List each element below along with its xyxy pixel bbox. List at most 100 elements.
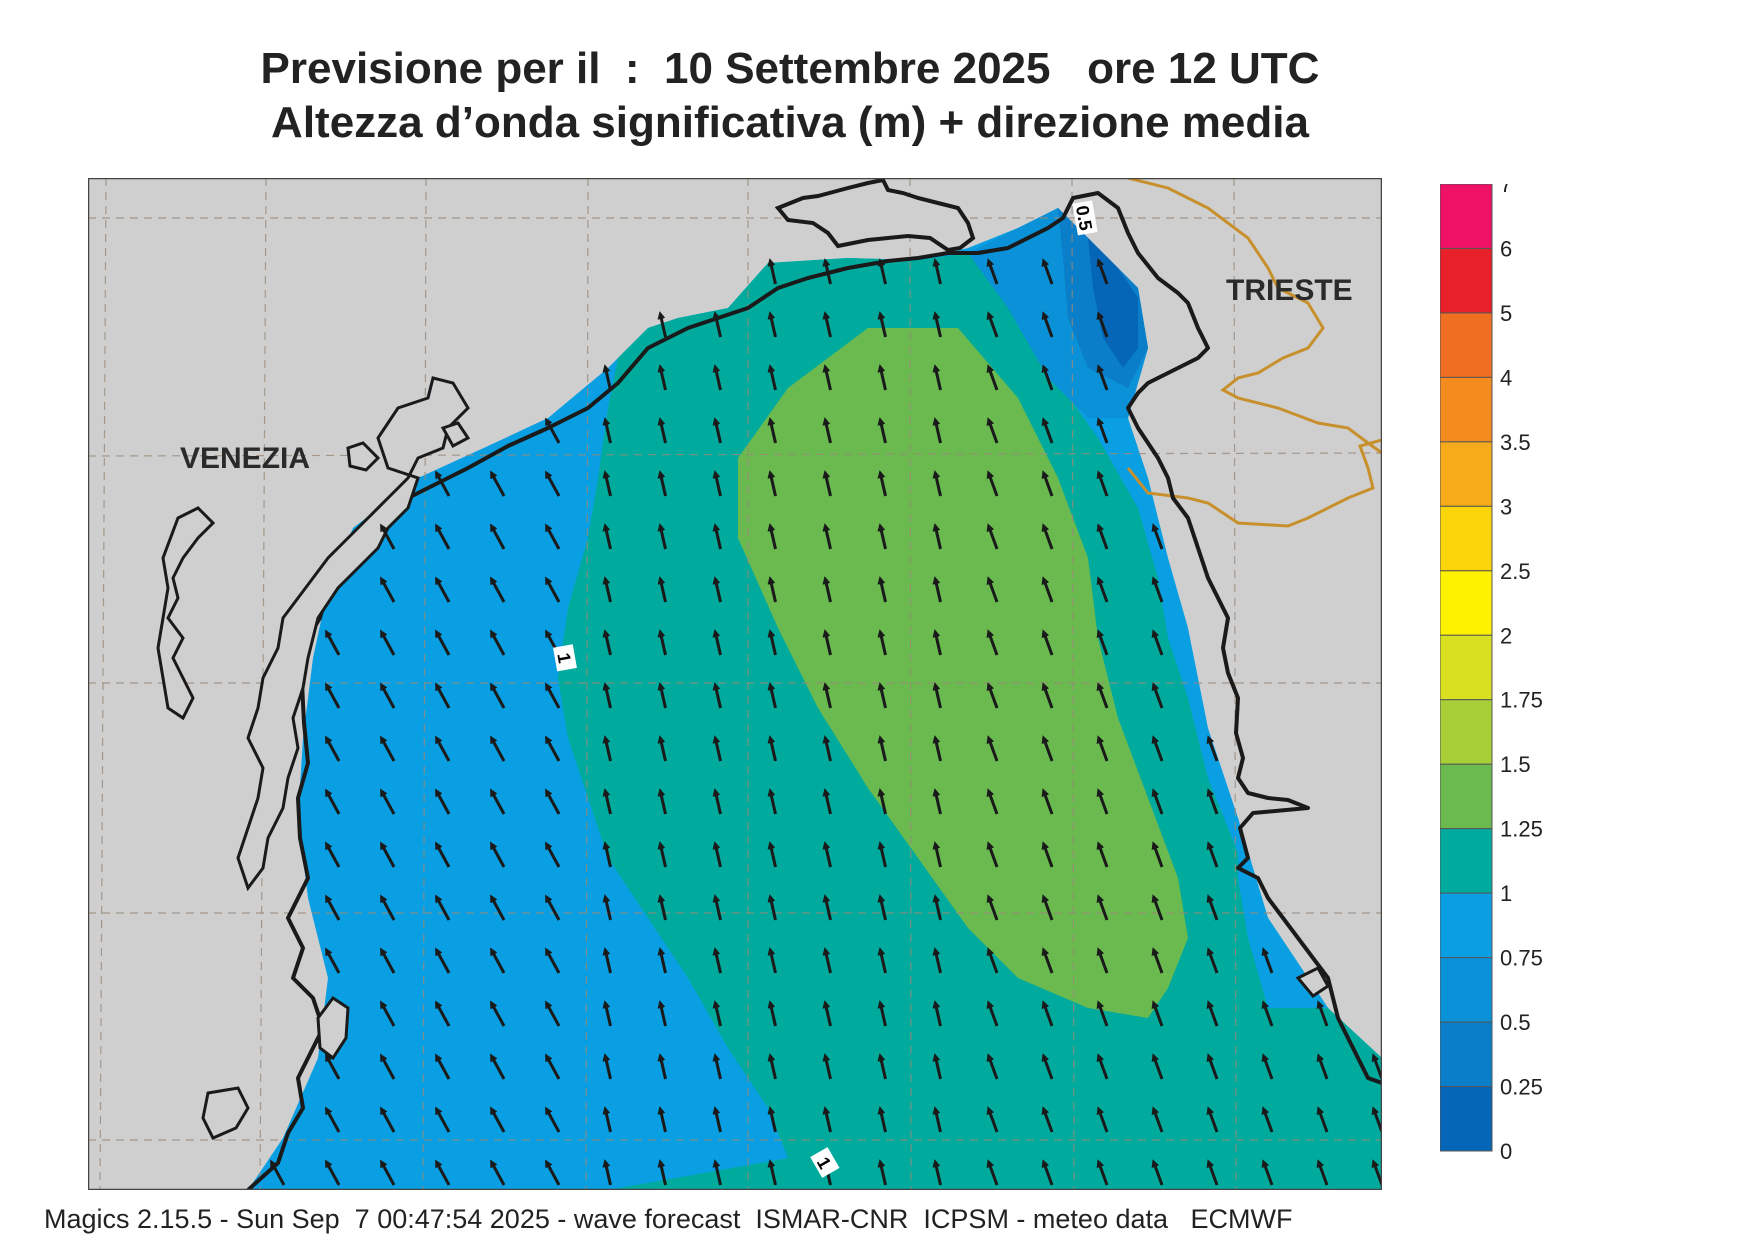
wave-arrow xyxy=(1151,576,1164,603)
wave-arrow xyxy=(545,788,561,815)
wave-arrow xyxy=(602,470,612,497)
city-label-trieste: TRIESTE xyxy=(1226,274,1353,307)
colorbar-tick-label: 2.5 xyxy=(1500,559,1531,584)
wave-arrow xyxy=(932,470,942,497)
wave-arrow xyxy=(877,470,887,497)
wave-arrow xyxy=(380,735,396,762)
title-line-2: Altezza d’onda significativa (m) + direz… xyxy=(271,98,1309,147)
wave-arrow xyxy=(712,364,722,391)
colorbar-band xyxy=(1440,247,1493,314)
wave-arrow xyxy=(1371,1053,1382,1080)
wave-arrow xyxy=(1316,1000,1329,1027)
svg-text:1: 1 xyxy=(553,651,574,664)
wave-arrow xyxy=(435,947,451,974)
wave-arrow xyxy=(325,788,341,815)
wave-arrow xyxy=(1206,1053,1219,1080)
wave-arrow xyxy=(657,311,667,338)
wave-arrow xyxy=(325,1053,341,1080)
wave-arrow xyxy=(1096,1000,1109,1027)
wave-arrow xyxy=(380,523,396,550)
wave-arrow xyxy=(877,1159,887,1186)
wave-arrow xyxy=(822,311,832,338)
wave-arrow xyxy=(1206,1000,1219,1027)
wave-arrow xyxy=(712,523,722,550)
wave-arrow xyxy=(380,576,396,603)
wave-arrow xyxy=(545,1159,561,1186)
wave-arrow xyxy=(932,788,942,815)
wave-arrow xyxy=(602,629,612,656)
wave-arrow xyxy=(657,682,667,709)
wave-arrow xyxy=(545,1106,561,1133)
wave-arrow xyxy=(1041,735,1054,762)
wave-arrow xyxy=(435,841,451,868)
wave-arrow xyxy=(657,1000,667,1027)
wave-arrow xyxy=(822,841,832,868)
wave-arrow xyxy=(822,735,832,762)
wave-arrow xyxy=(986,735,999,762)
wave-arrow xyxy=(877,1000,887,1027)
wave-arrow xyxy=(712,841,722,868)
wave-arrow xyxy=(986,576,999,603)
wave-arrow xyxy=(877,311,887,338)
wave-arrow xyxy=(1151,841,1164,868)
wave-arrow xyxy=(767,1159,777,1186)
wave-arrow xyxy=(435,523,451,550)
colorbar-tick-label: 3.5 xyxy=(1500,430,1531,455)
wave-arrow xyxy=(1151,947,1164,974)
colorbar-tick-label: 6 xyxy=(1500,236,1512,261)
wave-arrow xyxy=(767,894,777,921)
wave-arrow xyxy=(545,417,561,444)
wave-arrow xyxy=(325,894,341,921)
wave-arrow xyxy=(1096,682,1109,709)
wave-arrow xyxy=(1316,1053,1329,1080)
wave-arrow xyxy=(822,1106,832,1133)
wave-arrow xyxy=(986,1053,999,1080)
wave-arrow xyxy=(712,1106,722,1133)
wave-arrow xyxy=(657,629,667,656)
wave-arrow xyxy=(435,735,451,762)
footer-credits: Magics 2.15.5 - Sun Sep 7 00:47:54 2025 … xyxy=(44,1204,1293,1234)
wave-arrow xyxy=(767,1106,777,1133)
wave-arrow xyxy=(380,1053,396,1080)
wave-arrow xyxy=(712,1053,722,1080)
wave-arrow xyxy=(712,1159,722,1186)
island-south-1 xyxy=(316,995,350,1061)
wave-arrow xyxy=(1206,735,1219,762)
wave-arrow xyxy=(822,788,832,815)
wave-arrow xyxy=(602,417,612,444)
wave-arrow xyxy=(602,1106,612,1133)
wave-arrow xyxy=(712,682,722,709)
wave-arrow xyxy=(380,947,396,974)
wave-arrow xyxy=(545,470,561,497)
wave-arrow xyxy=(657,735,667,762)
colorbar-band xyxy=(1440,892,1493,959)
wave-arrow xyxy=(325,735,341,762)
wave-arrow xyxy=(435,788,451,815)
wave-arrow xyxy=(380,682,396,709)
wave-arrow xyxy=(1096,894,1109,921)
wave-arrow xyxy=(380,894,396,921)
wave-arrow xyxy=(545,682,561,709)
wave-arrow xyxy=(986,311,999,338)
wave-arrow xyxy=(877,258,887,285)
wave-arrow xyxy=(325,682,341,709)
island-1 xyxy=(156,506,216,721)
wave-arrow xyxy=(657,788,667,815)
wave-arrow xyxy=(1041,947,1054,974)
wave-arrow xyxy=(986,364,999,391)
national-border xyxy=(1126,178,1382,528)
wave-arrow xyxy=(1151,629,1164,656)
wave-arrow xyxy=(435,894,451,921)
colorbar-band xyxy=(1440,505,1493,572)
wave-arrow xyxy=(602,364,612,391)
colorbar-band xyxy=(1440,184,1493,249)
wave-arrow xyxy=(986,1106,999,1133)
wave-arrow xyxy=(1206,841,1219,868)
wave-arrow xyxy=(602,1053,612,1080)
wave-arrow xyxy=(932,417,942,444)
wave-arrow xyxy=(877,682,887,709)
island-south-2 xyxy=(201,1086,250,1140)
wave-arrow xyxy=(1096,629,1109,656)
wave-arrow xyxy=(822,682,832,709)
wave-arrow xyxy=(545,1000,561,1027)
